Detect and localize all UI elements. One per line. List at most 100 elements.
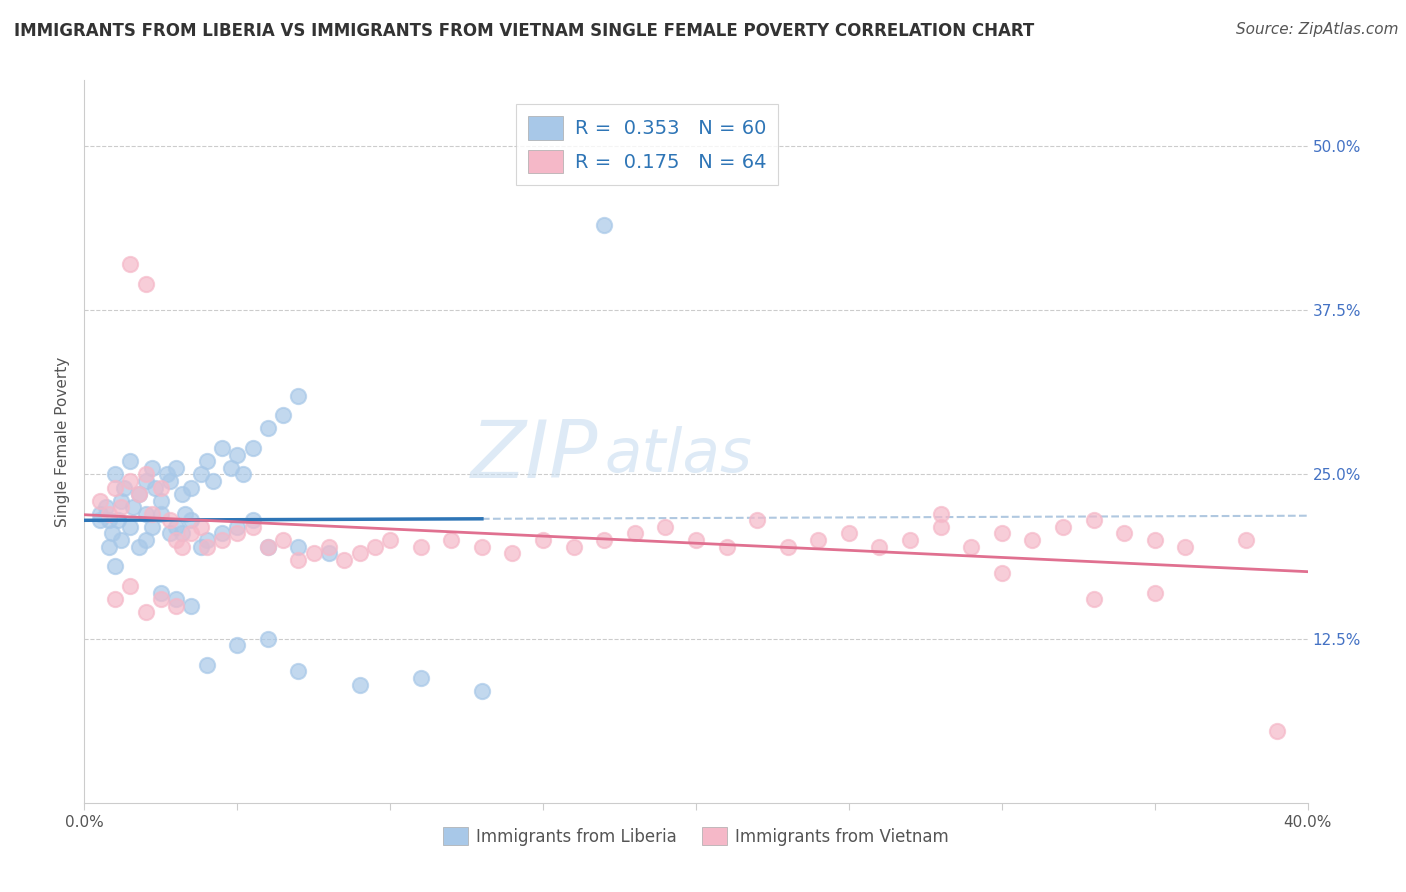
Point (242, 513, 264, 527)
Point (991, 526, 1014, 541)
Point (149, 585, 172, 599)
Point (211, 526, 233, 541)
Point (211, 533, 233, 547)
Text: ZIP: ZIP (471, 417, 598, 495)
Point (120, 474, 142, 488)
Point (97, 540, 120, 554)
Point (960, 540, 983, 554)
Point (172, 487, 194, 501)
Point (104, 481, 127, 495)
Point (190, 520, 212, 534)
Point (1052, 520, 1074, 534)
Legend: Immigrants from Liberia, Immigrants from Vietnam: Immigrants from Liberia, Immigrants from… (436, 821, 956, 852)
Point (165, 520, 187, 534)
Point (257, 421, 280, 435)
Point (471, 684, 494, 698)
Text: Source: ZipAtlas.com: Source: ZipAtlas.com (1236, 22, 1399, 37)
Point (593, 218, 616, 232)
Point (128, 540, 150, 554)
Point (120, 454, 142, 468)
Point (257, 540, 280, 554)
Point (120, 520, 142, 534)
Point (104, 592, 127, 607)
Point (135, 277, 157, 291)
Point (333, 553, 356, 567)
Point (159, 474, 181, 488)
Point (271, 533, 294, 547)
Point (747, 513, 769, 527)
Point (318, 546, 340, 560)
Point (991, 566, 1014, 580)
Point (94, 500, 117, 515)
Point (1021, 533, 1043, 547)
Point (1114, 526, 1136, 541)
Point (159, 526, 181, 541)
Point (122, 500, 145, 515)
Point (120, 579, 142, 593)
Point (226, 638, 249, 652)
Point (287, 665, 309, 679)
Point (180, 513, 202, 527)
Point (135, 474, 157, 488)
Point (89, 507, 111, 521)
Point (201, 474, 224, 488)
Point (172, 526, 194, 541)
Point (120, 257, 142, 271)
Point (502, 546, 524, 560)
Point (141, 507, 163, 521)
Point (716, 540, 738, 554)
Point (1143, 533, 1166, 547)
Point (110, 493, 132, 508)
Point (562, 540, 585, 554)
Point (107, 513, 129, 527)
Point (110, 500, 132, 515)
Point (654, 520, 676, 534)
Point (195, 533, 218, 547)
Point (174, 507, 197, 521)
Point (409, 540, 432, 554)
Point (180, 481, 202, 495)
Point (685, 533, 707, 547)
Point (349, 677, 371, 691)
Point (242, 520, 264, 534)
Point (776, 540, 799, 554)
Point (165, 592, 187, 607)
Point (112, 481, 135, 495)
Point (257, 540, 280, 554)
Point (531, 533, 554, 547)
Point (226, 520, 249, 534)
Point (211, 441, 233, 455)
Point (110, 533, 132, 547)
Point (364, 540, 387, 554)
Point (128, 487, 150, 501)
Point (97, 513, 120, 527)
Point (149, 592, 172, 607)
Point (380, 533, 402, 547)
Point (302, 546, 325, 560)
Point (242, 441, 264, 455)
Point (180, 599, 202, 613)
Point (232, 467, 254, 482)
Point (190, 540, 212, 554)
Point (149, 493, 172, 508)
Point (929, 520, 952, 534)
Point (471, 540, 494, 554)
Point (141, 460, 163, 475)
Point (135, 467, 157, 482)
Point (226, 526, 249, 541)
Point (104, 559, 127, 574)
Point (624, 526, 647, 541)
Point (135, 533, 157, 547)
Point (219, 460, 242, 475)
Point (318, 540, 340, 554)
Point (149, 481, 172, 495)
Point (149, 507, 172, 521)
Point (101, 526, 124, 541)
Point (165, 460, 187, 475)
Text: IMMIGRANTS FROM LIBERIA VS IMMIGRANTS FROM VIETNAM SINGLE FEMALE POVERTY CORRELA: IMMIGRANTS FROM LIBERIA VS IMMIGRANTS FR… (14, 22, 1035, 40)
Point (1143, 585, 1166, 599)
Point (1083, 592, 1105, 607)
Point (257, 632, 280, 646)
Point (287, 553, 309, 567)
Point (190, 467, 212, 482)
